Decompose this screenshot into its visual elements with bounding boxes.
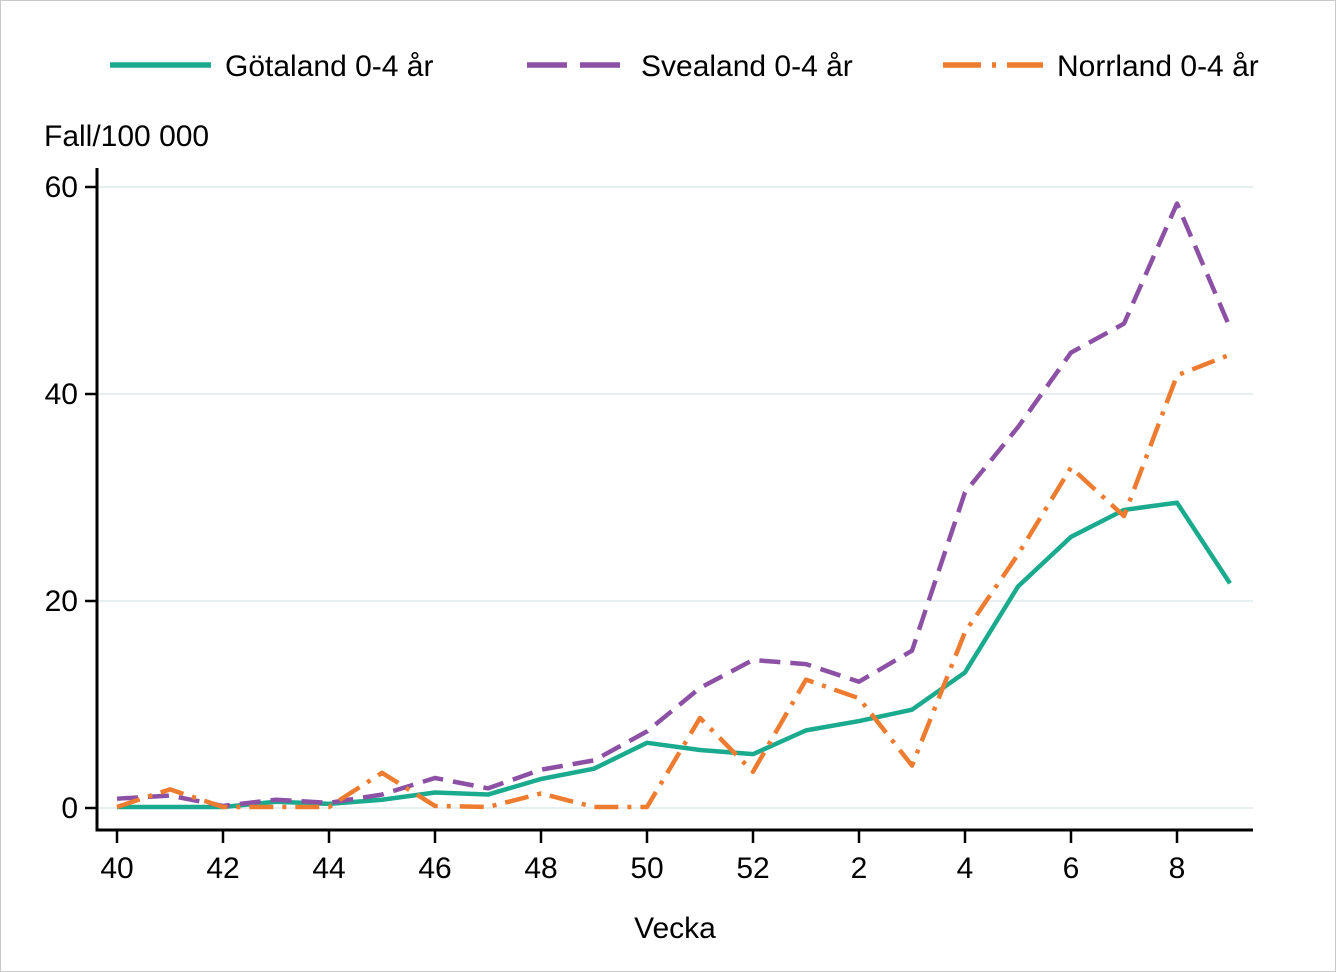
x-tick-label-46: 46 (418, 852, 451, 885)
y-tick-label-60: 60 (45, 171, 78, 204)
x-axis-title: Vecka (634, 912, 716, 945)
x-tick-label-2: 2 (851, 852, 868, 885)
x-tick-label-44: 44 (312, 852, 345, 885)
y-tick-label-40: 40 (45, 378, 78, 411)
y-tick-label-20: 20 (45, 585, 78, 618)
series-line-norrland (116, 352, 1231, 810)
x-tick-label-40: 40 (100, 852, 133, 885)
x-tick-label-8: 8 (1169, 852, 1186, 885)
x-tick-label-42: 42 (206, 852, 239, 885)
x-tick-label-4: 4 (957, 852, 974, 885)
x-tick-label-50: 50 (630, 852, 663, 885)
legend-label-norrland: Norrland 0-4 år (1057, 50, 1259, 83)
y-tick-label-0: 0 (61, 792, 78, 825)
x-tick-label-52: 52 (736, 852, 769, 885)
series-line-svealand (116, 201, 1233, 809)
legend-item-norrland: Norrland 0-4 år (943, 50, 1259, 83)
legend: Götaland 0-4 år Svealand 0-4 år Norrland… (110, 50, 1259, 83)
legend-item-gotaland: Götaland 0-4 år (110, 50, 433, 83)
legend-label-svealand: Svealand 0-4 år (641, 50, 853, 83)
x-tick-label-6: 6 (1063, 852, 1080, 885)
x-tick-label-48: 48 (524, 852, 557, 885)
y-axis-caption: Fall/100 000 (44, 120, 209, 153)
legend-item-svealand: Svealand 0-4 år (527, 50, 853, 83)
legend-label-gotaland: Götaland 0-4 år (225, 50, 433, 83)
